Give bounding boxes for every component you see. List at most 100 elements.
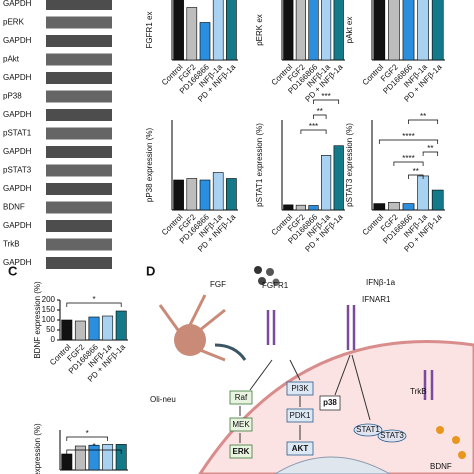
significance-bracket <box>422 151 439 156</box>
significance-label: ** <box>420 112 426 121</box>
diagram-label: Raf <box>235 393 248 402</box>
diagram-label: STAT1 <box>356 425 380 434</box>
significance-label: * <box>86 429 89 438</box>
y-axis-label: expression (%) <box>33 423 42 474</box>
significance-bracket <box>66 449 122 454</box>
significance-bracket <box>393 161 424 166</box>
significance-label: ** <box>317 107 323 116</box>
blot-band <box>46 35 112 47</box>
diagram <box>158 266 474 474</box>
significance-label: *** <box>321 92 330 101</box>
bar <box>321 0 332 61</box>
blot-label: pSTAT1 <box>3 129 32 138</box>
blot-label: BDNF <box>3 203 25 212</box>
bar <box>61 453 73 471</box>
blot-band <box>46 127 112 140</box>
diagram-label: MEK <box>232 420 250 429</box>
bar <box>308 0 319 61</box>
bar <box>212 0 224 61</box>
blot-band <box>46 109 112 121</box>
blot-label: GAPDH <box>3 110 32 119</box>
bar <box>61 319 73 341</box>
bar <box>295 204 306 211</box>
bar <box>88 444 100 471</box>
diagram-label: ERK <box>233 447 250 456</box>
y-axis-label: pAkt ex <box>345 17 354 44</box>
significance-bracket <box>378 139 439 144</box>
bar <box>283 0 294 61</box>
blot-label: GAPDH <box>3 0 32 8</box>
blot-label: GAPDH <box>3 36 32 45</box>
panel-label: C <box>8 263 18 278</box>
significance-label: *** <box>309 122 318 131</box>
bar <box>102 315 114 341</box>
y-axis-label: BDNF expression (%) <box>33 281 42 359</box>
y-axis-label: pERK ex <box>255 14 264 46</box>
y-axis-label: FGFR1 ex <box>145 12 154 49</box>
diagram-label: FGFR1 <box>262 281 289 290</box>
processes <box>158 294 226 362</box>
diagram-label: PDK1 <box>290 411 311 420</box>
blot-band <box>46 0 112 10</box>
blot-label: GAPDH <box>3 73 32 82</box>
blot-label: GAPDH <box>3 147 32 156</box>
bar <box>115 310 127 341</box>
significance-bracket <box>66 302 122 307</box>
blot-band <box>46 183 112 195</box>
blot-band <box>46 164 112 177</box>
bar <box>333 145 344 211</box>
bar <box>212 172 224 211</box>
bar <box>333 0 344 61</box>
significance-label: **** <box>402 132 414 141</box>
bar <box>431 0 444 61</box>
significance-bracket <box>408 119 439 124</box>
significance-label: ** <box>427 144 433 153</box>
bar <box>295 0 306 61</box>
bar <box>417 175 429 211</box>
significance-label: ** <box>413 167 419 176</box>
bar <box>402 203 415 211</box>
bar <box>417 0 429 61</box>
y-axis-label: pSTAT1 expression (%) <box>255 123 264 207</box>
cell-body <box>174 324 206 356</box>
bar <box>308 205 319 211</box>
y-axis-label: pSTAT3 expression (%) <box>345 123 354 207</box>
significance-label: **** <box>402 154 414 163</box>
bar <box>388 201 400 211</box>
significance-bracket <box>66 436 108 441</box>
diagram-label: p38 <box>323 398 337 407</box>
diagram-label: AKT <box>292 444 309 453</box>
bar <box>74 445 86 471</box>
bar <box>226 178 237 211</box>
y-tick-label: 150 <box>42 305 56 314</box>
bar <box>173 0 184 61</box>
bar <box>186 7 198 61</box>
diagram-label: FGF <box>210 280 226 289</box>
y-tick-label: 200 <box>42 295 56 304</box>
bar <box>102 444 114 471</box>
bar <box>173 179 184 211</box>
bar <box>74 320 86 341</box>
significance-label: * <box>92 442 95 451</box>
blot-label: pERK <box>3 18 25 27</box>
bar <box>321 155 332 211</box>
significance-bracket <box>408 174 424 179</box>
y-tick-label: 50 <box>46 325 55 334</box>
blot-label: pAkt <box>3 55 20 64</box>
diagram-label: PI3K <box>291 384 309 393</box>
blot-band <box>46 220 112 232</box>
arrow <box>214 343 247 361</box>
nucleus <box>274 456 392 474</box>
bar <box>199 22 211 61</box>
diagram-label: BDNF <box>430 462 452 471</box>
blot-label: GAPDH <box>3 221 32 230</box>
bar <box>186 178 198 211</box>
significance-bracket <box>313 99 340 104</box>
blot-band <box>46 90 112 103</box>
panel-label: D <box>146 263 155 278</box>
significance-bracket <box>313 114 327 119</box>
bar <box>388 0 400 61</box>
diagram-label: STAT3 <box>380 431 404 440</box>
diagram-label: IFNβ-1a <box>366 278 396 287</box>
